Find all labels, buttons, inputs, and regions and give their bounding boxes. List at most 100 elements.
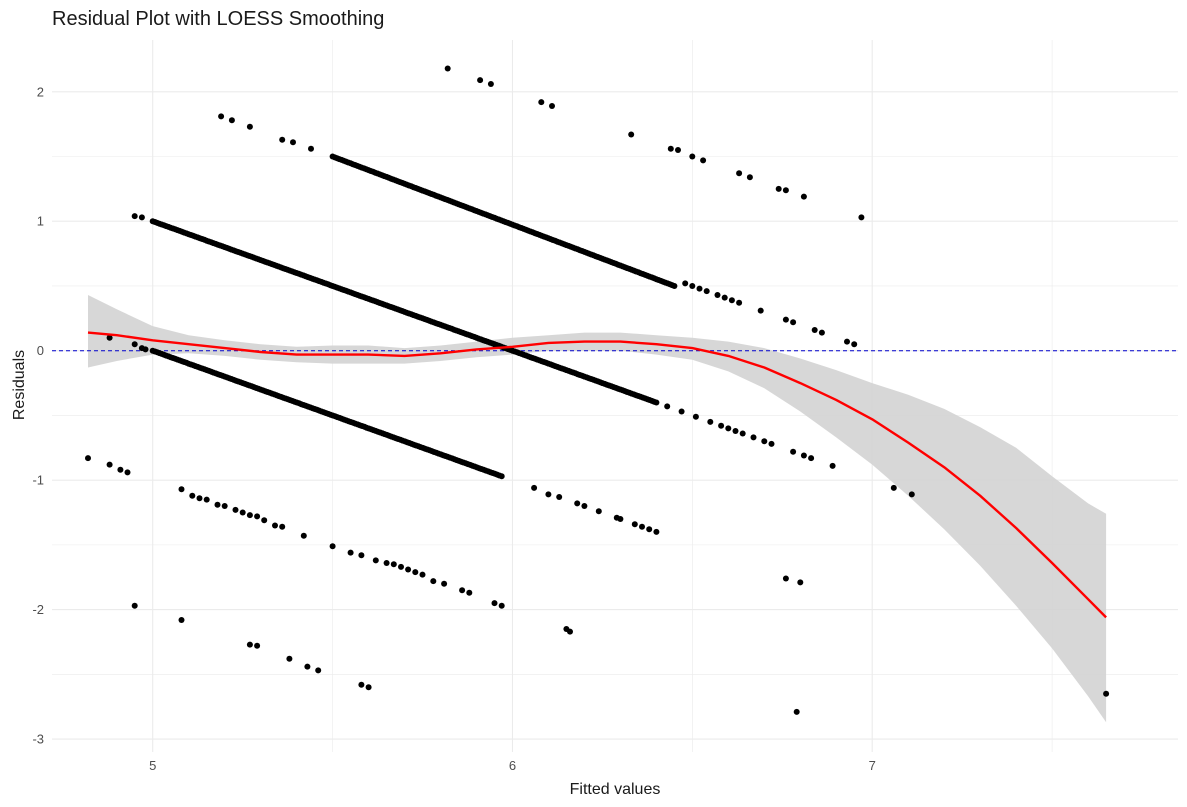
residual-points (85, 65, 1110, 715)
confidence-band (88, 295, 1107, 723)
residual-point (545, 491, 552, 498)
residual-point (358, 552, 365, 559)
residual-point (653, 528, 660, 535)
residual-point (581, 503, 588, 509)
residual-point (131, 341, 138, 348)
residual-point (714, 292, 721, 298)
residual-point (398, 563, 404, 570)
residual-point (721, 294, 728, 301)
residual-point (800, 193, 807, 200)
residual-point (383, 560, 390, 566)
residual-point (811, 327, 818, 333)
residual-point (793, 708, 800, 715)
residual-point (347, 549, 354, 556)
loess-curve-group (87, 331, 1107, 619)
residual-point (228, 117, 235, 124)
residual-point (487, 81, 494, 87)
residual-point (646, 526, 653, 533)
residual-point (692, 413, 699, 420)
residual-point (178, 486, 185, 493)
residual-point (531, 484, 538, 491)
y-tick-label: -2 (32, 602, 44, 617)
residual-point (725, 425, 732, 432)
residual-point (254, 642, 261, 649)
residual-point (739, 430, 746, 437)
residual-point (790, 319, 797, 326)
residual-point (117, 466, 124, 473)
residual-point (818, 329, 825, 336)
residual-point (246, 641, 253, 648)
x-tick-labels: 5 6 7 (149, 758, 876, 773)
residual-point (358, 681, 365, 688)
residual-point (232, 506, 239, 513)
residual-point (775, 185, 782, 192)
residual-point (286, 655, 293, 662)
residual-point (844, 338, 850, 345)
residual-point (459, 587, 466, 594)
residual-point (1103, 690, 1110, 697)
residual-point (671, 283, 678, 289)
residual-point (782, 575, 789, 582)
chart-title: Residual Plot with LOESS Smoothing (52, 8, 385, 30)
residual-point (768, 440, 775, 447)
residual-point (372, 557, 379, 564)
residual-point (595, 508, 602, 515)
y-tick-label: 2 (37, 84, 44, 99)
residual-point (797, 579, 804, 586)
residual-point (239, 509, 246, 516)
residual-point (829, 462, 836, 469)
residual-point (196, 495, 203, 502)
x-axis-title: Fitted values (570, 781, 661, 798)
residual-point (304, 663, 311, 670)
residual-point (254, 513, 261, 520)
y-tick-labels: -3 -2 -1 0 1 2 (32, 84, 44, 746)
y-tick-label: -1 (32, 473, 44, 488)
residual-point (538, 99, 545, 106)
residual-point (700, 157, 707, 164)
residual-point (142, 346, 149, 353)
residual-point (329, 543, 336, 550)
residual-point (653, 399, 660, 406)
residual-point (790, 448, 797, 455)
residual-point (308, 145, 314, 152)
y-tick-label: -3 (32, 732, 44, 747)
residual-point (491, 600, 498, 607)
residual-point (858, 214, 865, 221)
residual-point (736, 299, 743, 306)
residual-point (732, 428, 739, 434)
residual-point (138, 214, 145, 221)
residual-point (85, 455, 91, 462)
residual-point (639, 523, 645, 530)
residual-point (189, 492, 196, 499)
residual-point (631, 521, 638, 528)
residual-point (746, 174, 753, 181)
residual-point (761, 438, 768, 445)
residual-point (444, 65, 451, 72)
residual-point (272, 522, 278, 529)
residual-point (441, 580, 448, 587)
residual-point (664, 403, 671, 410)
x-tick-label: 5 (149, 758, 156, 773)
residual-point (246, 123, 253, 130)
residual-point (290, 139, 296, 146)
residual-point (890, 484, 897, 491)
residual-point (800, 452, 807, 459)
residual-point (782, 316, 789, 323)
residual-point (908, 491, 915, 498)
residual-point (574, 500, 581, 507)
residual-point (124, 469, 131, 476)
residual-point (405, 566, 412, 573)
residual-point (261, 517, 268, 524)
residual-point (203, 496, 210, 503)
residual-point (279, 136, 286, 143)
residual-point (703, 288, 710, 295)
residual-point (736, 170, 743, 177)
confidence-band-group (88, 295, 1107, 723)
residual-point (221, 503, 228, 509)
residual-point (279, 523, 286, 530)
residual-point (498, 602, 505, 609)
residual-point (430, 578, 437, 585)
x-tick-label: 6 (509, 758, 516, 773)
residual-point (696, 285, 703, 292)
